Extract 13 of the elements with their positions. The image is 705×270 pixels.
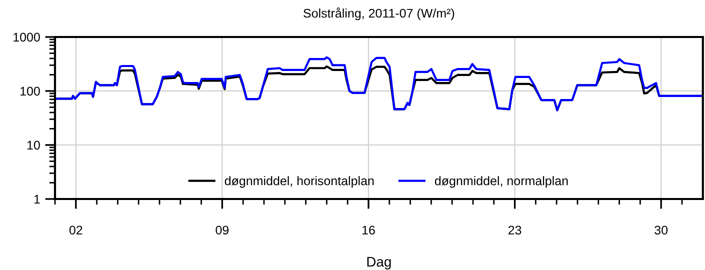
y-tick-label: 1 — [34, 194, 40, 204]
x-tick-label: 30 — [654, 226, 668, 235]
y-tick-label: 100 — [20, 86, 40, 96]
legend-label: døgnmiddel, normalplan — [434, 176, 568, 188]
legend-label: døgnmiddel, horisontalplan — [224, 176, 374, 188]
x-tick-label: 02 — [69, 226, 82, 235]
y-tick-label: 1000 — [14, 32, 40, 42]
x-tick-label: 16 — [362, 226, 375, 235]
y-tick-label: 10 — [27, 140, 40, 150]
chart-title: Solstråling, 2011-07 (W/m²) — [304, 7, 454, 20]
x-axis-title: Dag — [367, 256, 391, 270]
x-tick-label: 23 — [508, 226, 522, 235]
x-tick-label: 09 — [216, 226, 229, 235]
